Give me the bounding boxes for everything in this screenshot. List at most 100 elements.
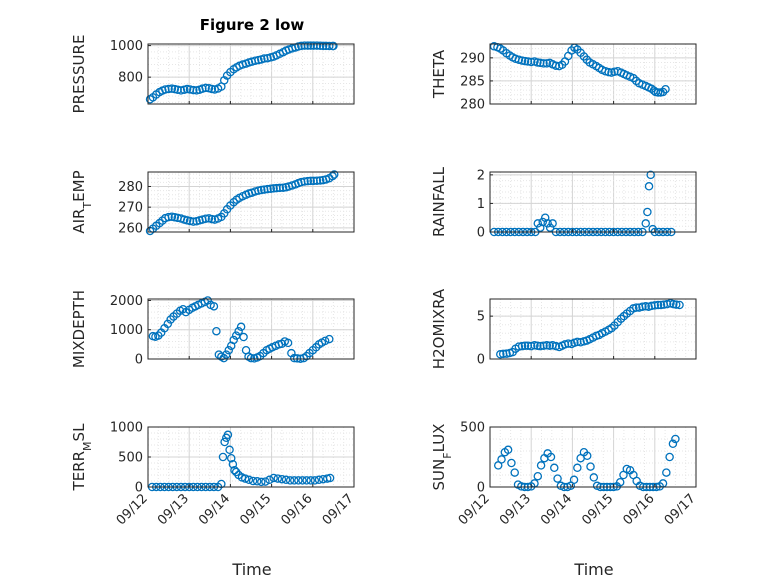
data-point <box>533 219 543 228</box>
data-point <box>201 214 210 224</box>
data-point <box>310 476 320 485</box>
data-point <box>542 59 552 68</box>
y-tick-label: 0 <box>477 353 485 368</box>
data-point <box>278 183 288 192</box>
data-point <box>536 461 546 470</box>
x-axis-label-left: Time <box>231 560 271 579</box>
data-point <box>312 41 322 50</box>
data-point <box>551 61 561 70</box>
data-point <box>502 349 511 358</box>
data-point <box>318 41 328 51</box>
data-point <box>222 350 231 359</box>
data-point <box>246 353 256 363</box>
data-point <box>542 341 552 350</box>
data-point <box>507 458 516 468</box>
subplot-theta: 280 285 290 THETA <box>430 42 697 113</box>
subplot-rainfall: 0 1 2 RAINFALL <box>430 166 697 241</box>
data-point <box>503 445 513 455</box>
y-tick-label: 5 <box>477 310 485 325</box>
y-tick-label: 290 <box>460 51 485 66</box>
data-point <box>275 183 285 193</box>
data-point <box>545 341 554 350</box>
data-point <box>520 341 530 350</box>
data-point <box>564 339 573 348</box>
data-point <box>244 475 254 485</box>
subplot-terr: 0 500 1000 09/12 09/13 09/14 09/15 09/16 09/17 TE… <box>70 421 357 529</box>
y-tick-label: 2000 <box>110 294 143 309</box>
data-point <box>662 468 671 477</box>
data-point <box>315 41 325 50</box>
data-point <box>281 475 291 485</box>
x-tick-label: 09/14 <box>196 491 233 528</box>
data-point <box>548 219 557 228</box>
axes-box <box>147 43 355 105</box>
data-point <box>164 84 173 94</box>
data-point <box>189 217 198 226</box>
data-point <box>662 299 672 309</box>
data-point <box>538 217 547 227</box>
data-point <box>553 474 562 483</box>
y-axis-label: MIXDEPTH <box>70 290 88 368</box>
data-point <box>325 473 335 483</box>
data-point <box>217 479 226 489</box>
subplot-air: 260 270 280 AIRTEMP <box>70 170 355 236</box>
y-tick-label: 0 <box>477 481 485 496</box>
x-axis-label-right: Time <box>573 560 613 579</box>
y-tick-label: 280 <box>460 98 485 113</box>
data-point <box>615 477 625 487</box>
data-point <box>250 187 260 196</box>
data-point <box>263 184 272 194</box>
y-tick-label: 260 <box>118 221 143 236</box>
data-point <box>665 452 674 462</box>
data-point <box>638 302 647 311</box>
data-point <box>658 87 668 97</box>
data-point <box>306 176 315 186</box>
data-point <box>303 176 313 186</box>
subplot-mixdepth: 0 1000 2000 MIXDEPTH <box>70 290 355 368</box>
data-point <box>224 345 234 355</box>
data-point <box>510 468 519 477</box>
data-point <box>312 176 322 185</box>
subplot-h2omixra: 0 5 H2OMIXRA <box>430 288 697 369</box>
data-point <box>283 338 293 348</box>
data-point <box>176 86 186 95</box>
data-point <box>551 341 561 351</box>
data-point <box>164 212 173 222</box>
data-point <box>203 296 212 305</box>
data-point <box>261 477 270 486</box>
x-tick-label: 09/16 <box>279 491 316 528</box>
data-point <box>266 184 276 194</box>
data-point <box>533 471 543 481</box>
y-tick-label: 1000 <box>110 421 143 436</box>
data-point <box>325 334 334 344</box>
data-point <box>285 476 295 485</box>
figure-title: Figure 2 low <box>200 16 305 34</box>
data-point <box>306 41 315 50</box>
y-axis-label: H2OMIXRA <box>430 288 448 369</box>
y-tick-label: 500 <box>118 451 143 466</box>
data-point <box>533 341 542 350</box>
data-point <box>223 430 233 440</box>
data-point <box>303 41 313 50</box>
subplot-sun: 0 500 09/12 09/13 09/14 09/15 09/16 09/17 SUNFLU… <box>430 421 699 529</box>
data-point <box>586 462 595 471</box>
data-point <box>269 184 278 193</box>
data-point <box>497 455 506 464</box>
data-point <box>582 451 592 461</box>
data-point <box>517 56 527 65</box>
data-point <box>671 300 681 309</box>
data-point <box>273 474 283 483</box>
y-tick-label: 800 <box>118 71 143 86</box>
data-point <box>644 182 654 191</box>
data-point <box>228 459 238 469</box>
y-tick-label: 285 <box>460 74 485 89</box>
y-tick-label: 280 <box>118 180 143 195</box>
data-point <box>240 474 250 483</box>
y-tick-label: 0 <box>135 353 143 368</box>
data-point <box>526 57 536 67</box>
data-point <box>314 475 324 485</box>
y-tick-label: 500 <box>460 421 485 436</box>
data-point <box>201 83 210 93</box>
